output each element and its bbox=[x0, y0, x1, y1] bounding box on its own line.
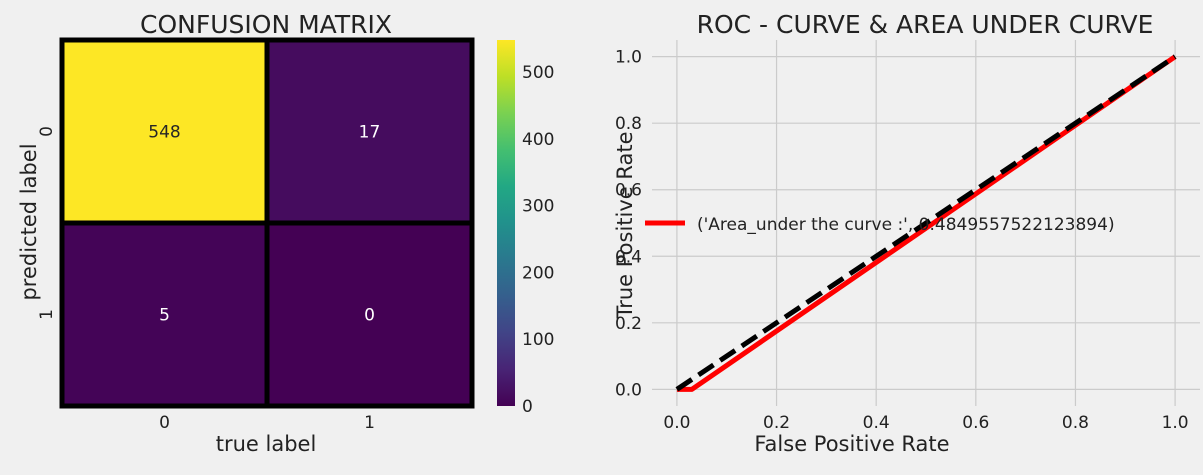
roc-grid bbox=[652, 40, 1200, 406]
cm-cell bbox=[267, 40, 472, 223]
roc-random-baseline bbox=[675, 54, 1177, 392]
roc-panel: ROC - CURVE & AREA UNDER CURVE 0.0 0.2 0.4… bbox=[613, 10, 1200, 456]
colorbar-tick-label: 500 bbox=[522, 63, 554, 83]
roc-y-axis-label: True Positive Rate bbox=[613, 131, 637, 319]
cm-x-tick-label: 1 bbox=[364, 413, 375, 433]
roc-x-ticks: 0.0 0.2 0.4 0.6 0.8 1.0 bbox=[663, 413, 1188, 433]
cm-y-ticks: 01 bbox=[37, 126, 57, 320]
cm-y-tick-label: 1 bbox=[37, 309, 57, 320]
cm-y-axis-label: predicted label bbox=[17, 143, 41, 300]
roc-x-tick-label: 0.6 bbox=[962, 413, 989, 433]
roc-y-ticks: 0.0 0.2 0.4 0.6 0.8 1.0 bbox=[615, 48, 642, 401]
legend-label-roc: ('Area_under the curve :', 0.48495575221… bbox=[697, 215, 1115, 235]
roc-y-tick-label: 0.0 bbox=[615, 380, 642, 400]
cm-cell-value: 17 bbox=[359, 123, 381, 143]
roc-x-tick-label: 0.8 bbox=[1062, 413, 1089, 433]
cm-cells: 548 17 5 0 bbox=[59, 37, 475, 409]
roc-legend: ('Area_under the curve :', 0.48495575221… bbox=[645, 215, 1115, 235]
cm-cell bbox=[62, 40, 267, 223]
roc-curve-line bbox=[676, 54, 1177, 392]
cm-cell bbox=[267, 223, 472, 406]
roc-y-tick-label: 0.4 bbox=[615, 247, 642, 267]
cm-x-tick-label: 0 bbox=[159, 413, 170, 433]
colorbar-tick-label: 200 bbox=[522, 263, 554, 283]
cm-cell-value: 5 bbox=[159, 306, 170, 326]
roc-y-tick-label: 0.8 bbox=[615, 114, 642, 134]
roc-x-axis-label: False Positive Rate bbox=[754, 432, 949, 456]
cm-cell-value: 0 bbox=[364, 306, 375, 326]
roc-x-tick-label: 0.4 bbox=[863, 413, 890, 433]
roc-x-tick-label: 0.2 bbox=[763, 413, 790, 433]
roc-x-tick-label: 0.0 bbox=[663, 413, 690, 433]
roc-x-tick-label: 1.0 bbox=[1162, 413, 1189, 433]
cm-y-tick-label: 0 bbox=[37, 126, 57, 137]
colorbar-tick-label: 400 bbox=[522, 130, 554, 150]
roc-title: ROC - CURVE & AREA UNDER CURVE bbox=[697, 10, 1154, 39]
cm-cell bbox=[62, 223, 267, 406]
colorbar bbox=[497, 40, 515, 406]
cm-cell-value: 548 bbox=[148, 123, 180, 143]
roc-y-tick-label: 0.6 bbox=[615, 181, 642, 201]
colorbar-tick-label: 300 bbox=[522, 197, 554, 217]
roc-lines bbox=[675, 54, 1177, 392]
cm-x-axis-label: true label bbox=[216, 432, 317, 456]
colorbar-tick-label: 0 bbox=[522, 397, 533, 417]
roc-y-tick-label: 1.0 bbox=[615, 48, 642, 68]
colorbar-tick-label: 100 bbox=[522, 330, 554, 350]
roc-y-tick-label: 0.2 bbox=[615, 314, 642, 334]
colorbar-ticks: 0 100 200 300 400 500 bbox=[522, 63, 554, 417]
cm-title: CONFUSION MATRIX bbox=[140, 10, 392, 39]
